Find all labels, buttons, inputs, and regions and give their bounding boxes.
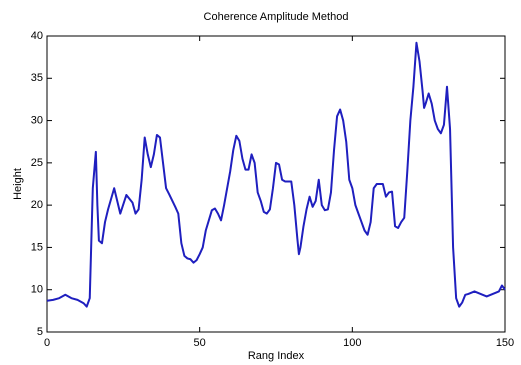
- y-tick-label: 5: [37, 326, 43, 338]
- y-tick-label: 10: [31, 284, 43, 296]
- x-tick-label: 150: [496, 337, 514, 349]
- y-tick-label: 25: [31, 157, 43, 169]
- y-tick-label: 15: [31, 241, 43, 253]
- plot-area: [46, 35, 506, 333]
- x-tick-label: 0: [44, 337, 50, 349]
- data-line: [46, 41, 506, 308]
- y-tick-label: 20: [31, 199, 43, 211]
- y-axis-label: Height: [12, 168, 24, 200]
- y-tick-label: 35: [31, 72, 43, 84]
- x-tick-label: 100: [343, 337, 361, 349]
- x-tick-label: 50: [194, 337, 206, 349]
- y-tick-label: 30: [31, 114, 43, 126]
- chart-title: Coherence Amplitude Method: [204, 11, 349, 23]
- x-axis-label: Rang Index: [248, 350, 305, 362]
- y-tick-label: 40: [31, 30, 43, 42]
